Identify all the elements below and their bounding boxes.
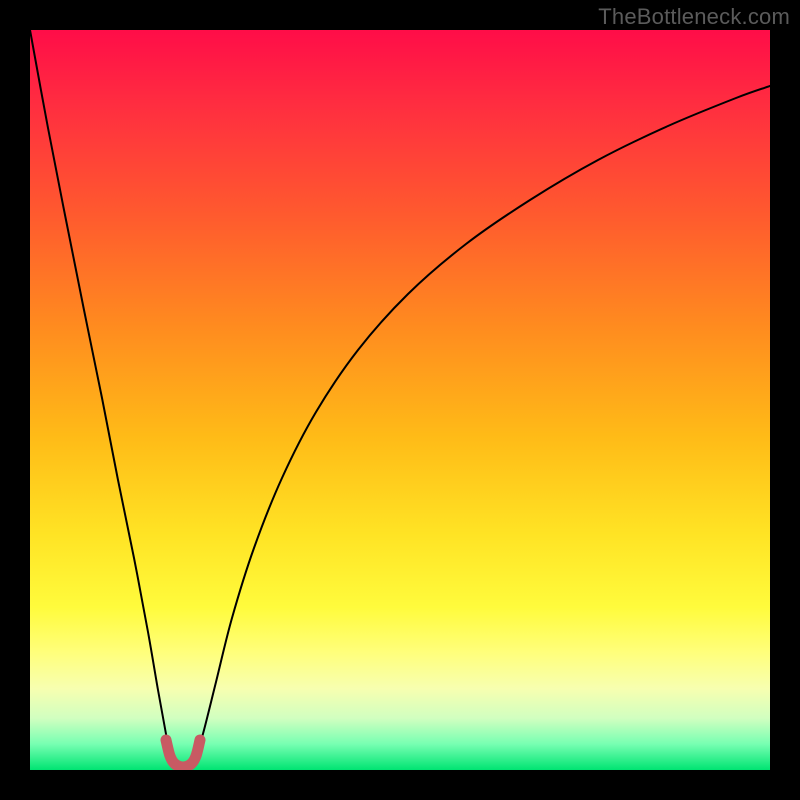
gradient-background [30, 30, 770, 770]
frame-right [770, 0, 800, 800]
frame-bottom [0, 770, 800, 800]
frame-left [0, 0, 30, 800]
chart-root: TheBottleneck.com [0, 0, 800, 800]
plot-svg [30, 30, 770, 770]
watermark-text: TheBottleneck.com [598, 4, 790, 30]
